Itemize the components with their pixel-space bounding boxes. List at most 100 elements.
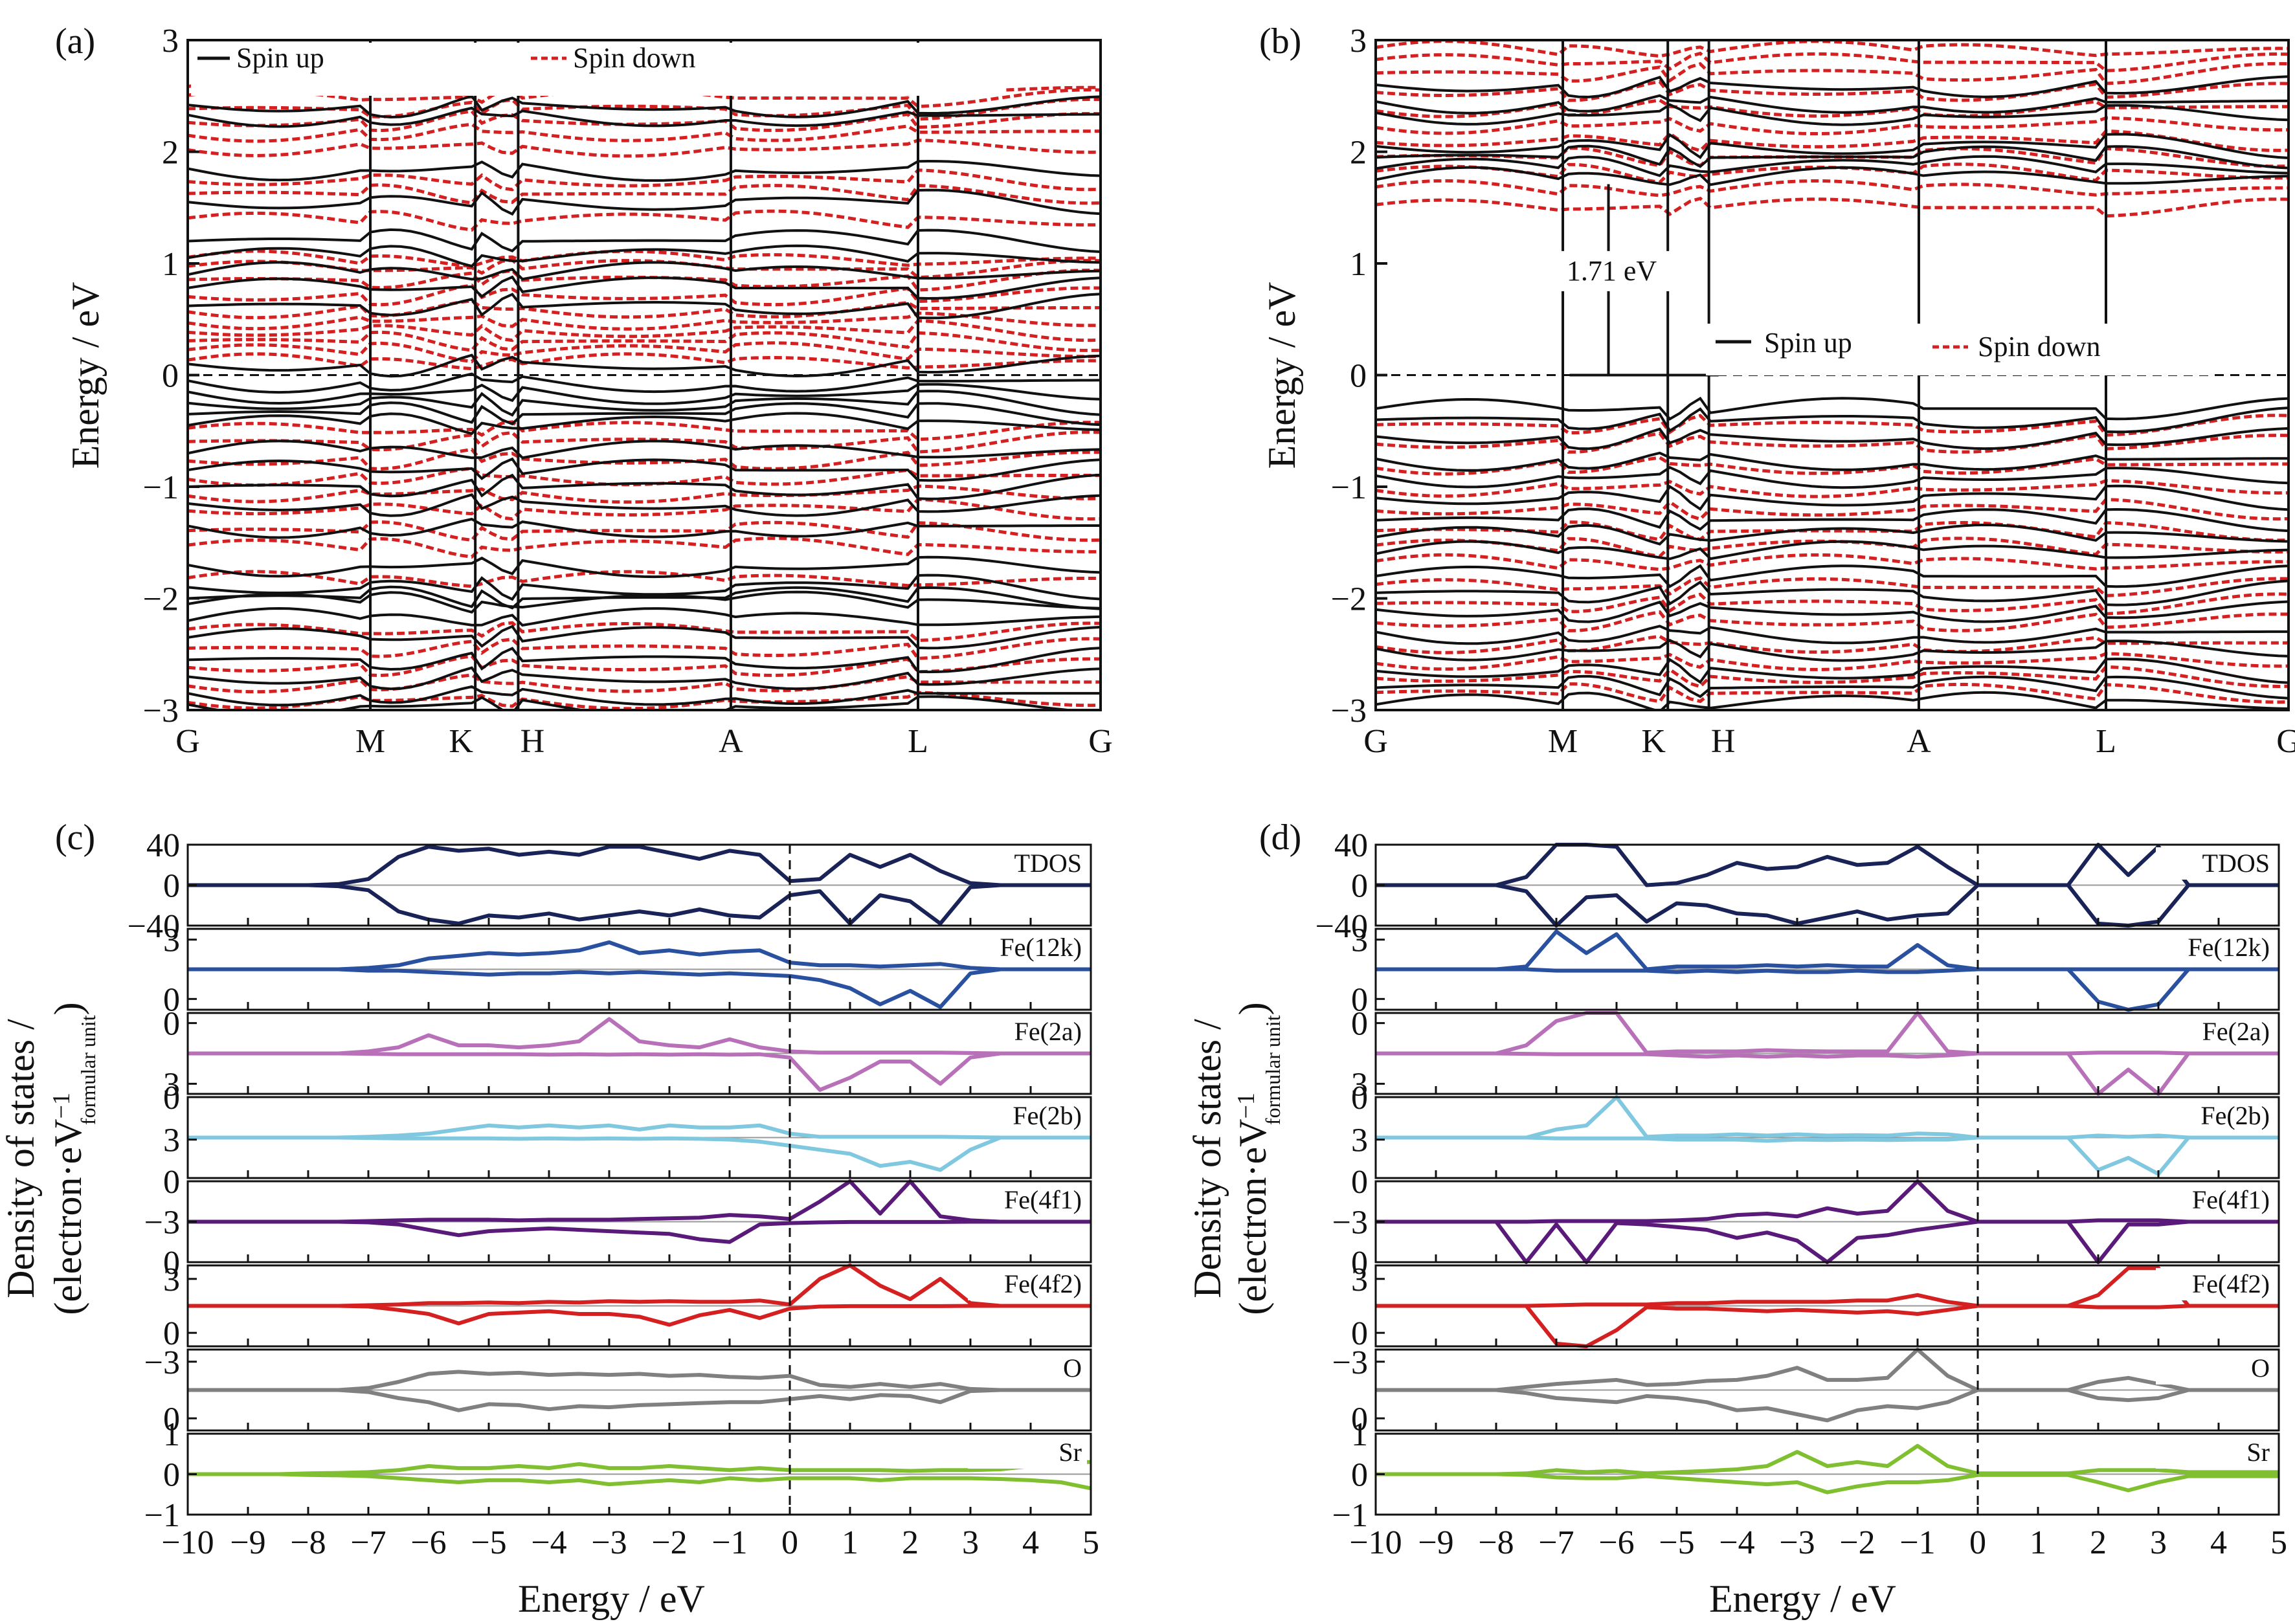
y-tick-label: 0	[1351, 1457, 1368, 1494]
spin-down-band	[1376, 479, 2289, 498]
spin-up-band	[1376, 427, 2289, 450]
spin-down-band	[188, 109, 1101, 133]
k-point-label: G	[2276, 723, 2295, 760]
x-tick-label: −1	[711, 1524, 747, 1561]
spin-up-band	[188, 293, 1101, 320]
y-tick-label: −3	[1332, 1344, 1368, 1381]
spin-up-band	[1376, 674, 2289, 700]
y-axis-title-c-main: (electron·eV	[47, 1119, 89, 1315]
x-tick-label: −6	[1598, 1524, 1634, 1561]
dos-series-label: Fe(2b)	[2200, 1101, 2270, 1130]
dos-spin-down-line	[188, 1135, 1091, 1172]
spin-down-band	[1376, 634, 2289, 654]
y-tick-label: 0	[1351, 1006, 1368, 1043]
dos-subplot: Fe(2b) 0 3	[163, 1080, 1092, 1179]
spin-down-band	[1376, 61, 2289, 85]
y-tick-label: 3	[163, 1066, 180, 1103]
spin-down-band	[188, 570, 1101, 588]
spin-up-band	[1376, 564, 2289, 588]
y-tick-label: 0	[163, 981, 180, 1018]
x-tick-label: −5	[471, 1524, 506, 1561]
dos-series-label: O	[2251, 1353, 2270, 1383]
y-axis-title-d-line2: (electron·eV−1formular unit)	[1231, 1002, 1284, 1315]
dos-subplot: Fe(4f1) 0 −3 0	[144, 1164, 1092, 1282]
legend-background-a	[191, 43, 1003, 96]
spin-up-band	[188, 439, 1101, 460]
spin-down-band	[1376, 610, 2289, 632]
spin-down-band	[188, 430, 1101, 454]
dos-subplots-c: TDOS400−40Fe(12k)03Fe(2a)03Fe(2b)03Fe(4f…	[128, 827, 1099, 1561]
spin-down-band	[1376, 520, 2289, 542]
band-structure-panel-a: (a) Energy / eV 3 2 1 0 −1 −2 −3 G M K H A L G Spin …	[55, 21, 1113, 760]
x-tick-label: 3	[962, 1524, 979, 1561]
legend-b: Spin up Spin down	[1706, 324, 2211, 375]
dos-series-label: Fe(2a)	[2202, 1017, 2270, 1046]
x-tick-label: 1	[2030, 1524, 2046, 1561]
spin-up-band	[188, 353, 1101, 378]
y-tick-label: −40	[1315, 908, 1368, 945]
x-tick-label: 2	[902, 1524, 919, 1561]
k-point-label: G	[175, 723, 200, 760]
k-point-label: K	[449, 723, 473, 760]
spin-down-band	[188, 467, 1101, 487]
dos-panel-c: (c) TDOS400−40Fe(12k)03Fe(2a)03Fe(2b)03F…	[0, 818, 1099, 1620]
y-tick-label: −1	[143, 469, 179, 506]
dos-series-label: O	[1063, 1353, 1082, 1383]
y-tick-label: −2	[143, 581, 179, 618]
spin-down-band	[188, 352, 1101, 371]
dos-subplot-frame	[1374, 1264, 2280, 1348]
y-tick-label: 40	[1334, 827, 1368, 864]
spin-up-band	[188, 666, 1101, 691]
y-axis-title-d-sup: −1	[1233, 1093, 1260, 1118]
spin-up-band	[1376, 94, 2289, 115]
y-tick-label: 0	[163, 1457, 180, 1494]
dos-spin-up-line	[188, 1460, 1091, 1476]
y-tick-label: 1	[163, 1416, 180, 1453]
dos-spin-down-line	[1376, 1135, 2279, 1176]
spin-down-band	[188, 637, 1101, 660]
y-tick-label: 0	[163, 868, 180, 905]
spin-down-band	[1376, 498, 2289, 521]
y-tick-label: 0	[163, 1245, 180, 1282]
spin-down-band	[188, 537, 1101, 559]
spin-down-band	[188, 484, 1101, 504]
dos-spin-down-line	[1376, 967, 2279, 1012]
dos-subplot-frame	[1374, 1096, 2280, 1179]
dos-spin-down-line	[1376, 1472, 2279, 1495]
y-tick-label: −3	[1331, 693, 1367, 729]
legend-spin-down-a: Spin down	[573, 42, 695, 74]
dos-subplot-frame	[186, 1012, 1092, 1095]
spin-up-band	[188, 372, 1101, 394]
spin-down-band	[188, 268, 1101, 292]
y-axis-title-c-close: )	[47, 1002, 89, 1015]
y-tick-label: −2	[1331, 581, 1367, 618]
dos-subplots-d: TDOS400−40Fe(12k)03Fe(2a)03Fe(2b)03Fe(4f…	[1315, 827, 2287, 1561]
dos-subplot-frame	[1374, 1348, 2280, 1432]
dos-subplot: Fe(2a) 0 3	[1351, 1006, 2280, 1103]
y-tick-label: −3	[1332, 1205, 1368, 1241]
dos-subplot: Fe(12k) 0 3	[163, 922, 1092, 1018]
x-tick-label: −2	[1839, 1524, 1875, 1561]
k-point-label: G	[1363, 723, 1388, 760]
x-tick-label: −8	[1478, 1524, 1514, 1561]
spin-down-band	[1376, 179, 2289, 197]
dos-subplot: Fe(2b) 0 3	[1351, 1080, 2280, 1179]
spin-up-band	[188, 517, 1101, 539]
dos-label-background	[968, 931, 1087, 964]
k-point-label: A	[1907, 723, 1931, 760]
dos-subplot-frame	[1374, 1012, 2280, 1095]
dos-label-background	[2156, 1016, 2275, 1048]
dos-label-background	[968, 847, 1087, 880]
dos-spin-up-line	[188, 1370, 1091, 1392]
y-axis-title-a: Energy / eV	[64, 282, 107, 469]
dos-spin-down-line	[1376, 1388, 2279, 1423]
x-tick-label: 0	[1969, 1524, 1986, 1561]
y-tick-label: 0	[163, 1164, 180, 1201]
dos-spin-down-line	[1376, 1051, 2279, 1096]
dos-label-background	[2156, 847, 2275, 880]
dos-series-label: TDOS	[2202, 849, 2270, 878]
dos-x-axis: −10 −9 −8 −7 −6 −5 −4 −3 −2 −1 0 1 2 3 4 5	[161, 1524, 1099, 1561]
dos-spin-down-line	[1376, 883, 2279, 928]
k-point-label: L	[2096, 723, 2116, 760]
